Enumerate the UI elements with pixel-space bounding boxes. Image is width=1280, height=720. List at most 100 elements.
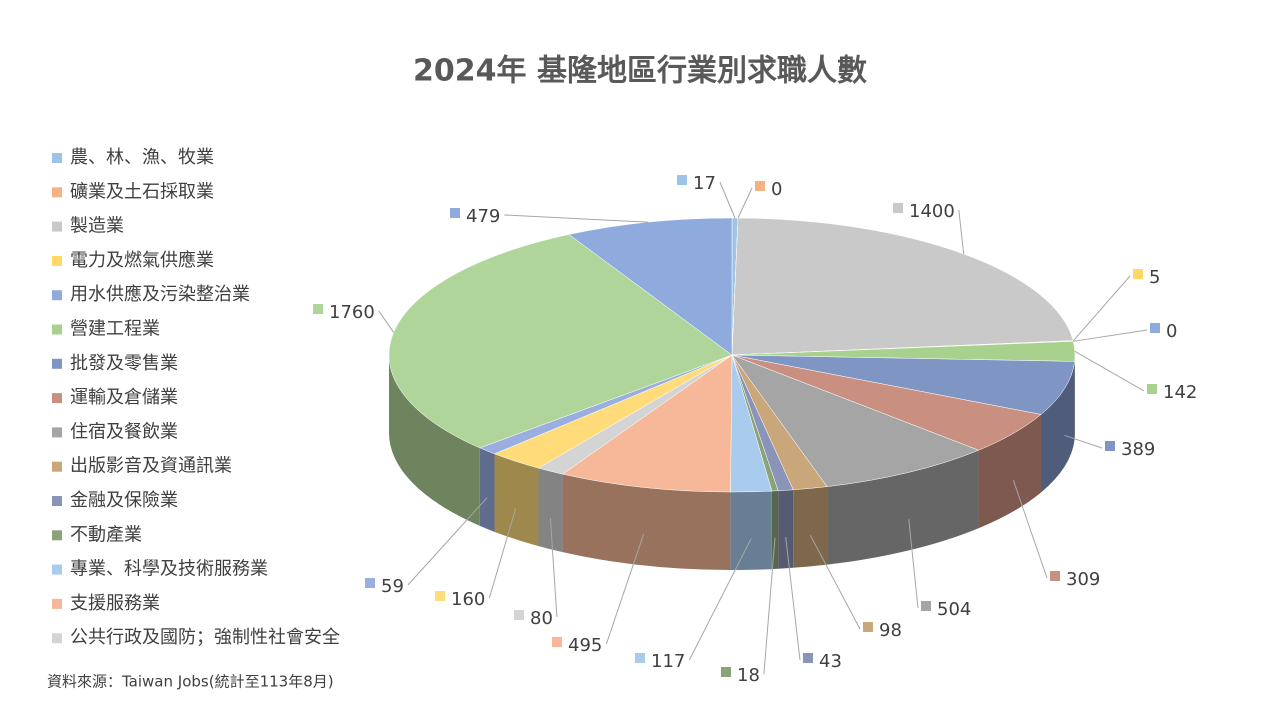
legend-swatch xyxy=(52,427,62,438)
label-swatch xyxy=(803,653,813,663)
leader-line xyxy=(908,519,919,609)
value-label: 504 xyxy=(937,599,971,620)
legend-swatch xyxy=(52,324,62,335)
slice-side xyxy=(778,489,794,569)
chart-title: 2024年 基隆地區行業別求職人數 xyxy=(413,54,867,89)
legend-swatch xyxy=(52,187,62,198)
label-swatch xyxy=(435,591,445,601)
label-swatch xyxy=(365,578,375,588)
value-label: 59 xyxy=(381,576,404,597)
value-label: 0 xyxy=(1166,321,1177,342)
source-note: 資料來源：Taiwan Jobs(統計至113年8月) xyxy=(47,673,334,691)
label-swatch xyxy=(721,667,731,677)
leader-line xyxy=(1073,329,1148,342)
slice-side xyxy=(978,414,1041,529)
value-label: 1400 xyxy=(909,201,955,222)
value-label: 80 xyxy=(530,608,553,629)
legend-label: 電力及燃氣供應業 xyxy=(70,249,214,271)
slice-side xyxy=(793,486,828,568)
slice xyxy=(568,217,733,356)
slice xyxy=(731,354,1075,415)
label-swatch xyxy=(677,175,687,185)
value-label: 1760 xyxy=(329,302,375,323)
slice xyxy=(731,354,980,487)
value-label: 17 xyxy=(693,173,716,194)
leader-line xyxy=(958,209,965,255)
slice xyxy=(388,234,733,449)
legend-swatch xyxy=(52,461,62,472)
legend-swatch xyxy=(52,221,62,232)
legend-label: 住宿及餐飲業 xyxy=(70,421,178,442)
legend-label: 營建工程業 xyxy=(70,319,160,340)
leader-line xyxy=(549,517,558,618)
label-swatch xyxy=(1105,441,1115,451)
legend-label: 礦業及土石採取業 xyxy=(70,181,214,202)
value-label: 160 xyxy=(451,589,485,610)
slice-side xyxy=(827,450,979,565)
label-swatch xyxy=(863,622,873,632)
leader-line xyxy=(407,497,488,586)
legend-label: 製造業 xyxy=(70,216,124,237)
slice-side xyxy=(771,490,779,570)
value-label: 18 xyxy=(737,665,760,686)
slice xyxy=(731,217,1074,356)
leader-line xyxy=(504,214,648,223)
legend-swatch xyxy=(52,633,62,644)
legend-swatch xyxy=(52,358,62,369)
legend-swatch xyxy=(52,290,62,301)
legend-label: 公共行政及國防；強制性社會安全 xyxy=(70,627,340,648)
legend-swatch xyxy=(52,598,62,609)
slice-side xyxy=(389,355,480,526)
leader-line xyxy=(488,508,517,599)
legend-swatch xyxy=(52,564,62,575)
legend-label: 批發及零售業 xyxy=(70,353,178,374)
slice-side xyxy=(538,468,563,553)
value-label: 142 xyxy=(1163,382,1197,403)
legend-swatch xyxy=(52,530,62,541)
label-swatch xyxy=(1050,571,1060,581)
value-label: 43 xyxy=(819,651,842,672)
label-swatch xyxy=(552,637,562,647)
slice-side xyxy=(494,453,539,547)
leader-line xyxy=(719,181,736,219)
legend-label: 用水供應及污染整治業 xyxy=(70,283,250,305)
legend-swatch xyxy=(52,255,62,266)
slice-side xyxy=(479,447,495,532)
leader-line xyxy=(378,310,395,333)
value-label: 5 xyxy=(1149,267,1160,288)
leader-line xyxy=(1074,350,1145,392)
leader-line xyxy=(737,187,753,219)
slice-side xyxy=(1040,361,1075,493)
legend-swatch xyxy=(52,153,62,163)
leader-line xyxy=(1012,479,1048,579)
value-label: 309 xyxy=(1066,569,1100,590)
label-swatch xyxy=(921,601,931,611)
leader-line xyxy=(1072,275,1131,342)
leader-line xyxy=(688,538,752,661)
leader-line xyxy=(605,534,645,645)
label-swatch xyxy=(313,304,323,314)
label-swatch xyxy=(1133,269,1143,279)
legend-label: 農、林、漁、牧業 xyxy=(70,147,214,168)
value-label: 495 xyxy=(568,635,602,656)
legend-label: 出版影音及資通訊業 xyxy=(70,456,232,477)
legend-swatch xyxy=(52,496,62,506)
label-swatch xyxy=(450,208,460,218)
label-swatch xyxy=(514,610,524,620)
legend-label: 不動產業 xyxy=(70,524,142,545)
leader-line xyxy=(763,537,776,675)
label-swatch xyxy=(755,181,765,191)
value-label: 117 xyxy=(651,651,685,672)
value-label: 389 xyxy=(1121,439,1155,460)
legend-label: 金融及保險業 xyxy=(70,490,178,511)
slice xyxy=(561,354,733,493)
legend-label: 運輸及倉儲業 xyxy=(70,387,178,408)
legend-label: 專業、科學及技術服務業 xyxy=(70,559,268,580)
slice-side xyxy=(562,474,731,570)
label-swatch xyxy=(1147,384,1157,394)
slice-side xyxy=(730,491,772,570)
leader-line xyxy=(1064,434,1103,449)
value-label: 0 xyxy=(771,179,782,200)
leader-line xyxy=(809,534,861,630)
